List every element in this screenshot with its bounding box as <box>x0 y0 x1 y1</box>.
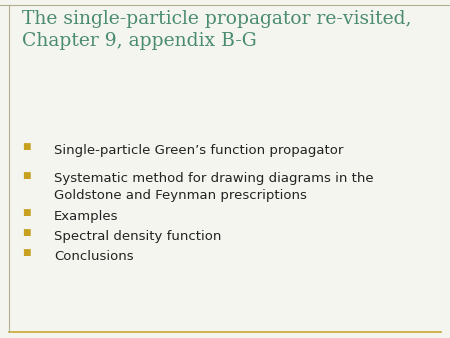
Text: Systematic method for drawing diagrams in the
Goldstone and Feynman prescription: Systematic method for drawing diagrams i… <box>54 172 374 202</box>
Text: Conclusions: Conclusions <box>54 250 134 263</box>
Text: The single-particle propagator re-visited,
Chapter 9, appendix B-G: The single-particle propagator re-visite… <box>22 10 412 50</box>
Text: ■: ■ <box>22 171 31 180</box>
Text: ■: ■ <box>22 142 31 151</box>
Text: ■: ■ <box>22 208 31 217</box>
Text: Examples: Examples <box>54 210 118 222</box>
Text: ■: ■ <box>22 228 31 237</box>
Text: ■: ■ <box>22 248 31 258</box>
Text: Single-particle Green’s function propagator: Single-particle Green’s function propaga… <box>54 144 343 156</box>
Text: Spectral density function: Spectral density function <box>54 230 221 243</box>
